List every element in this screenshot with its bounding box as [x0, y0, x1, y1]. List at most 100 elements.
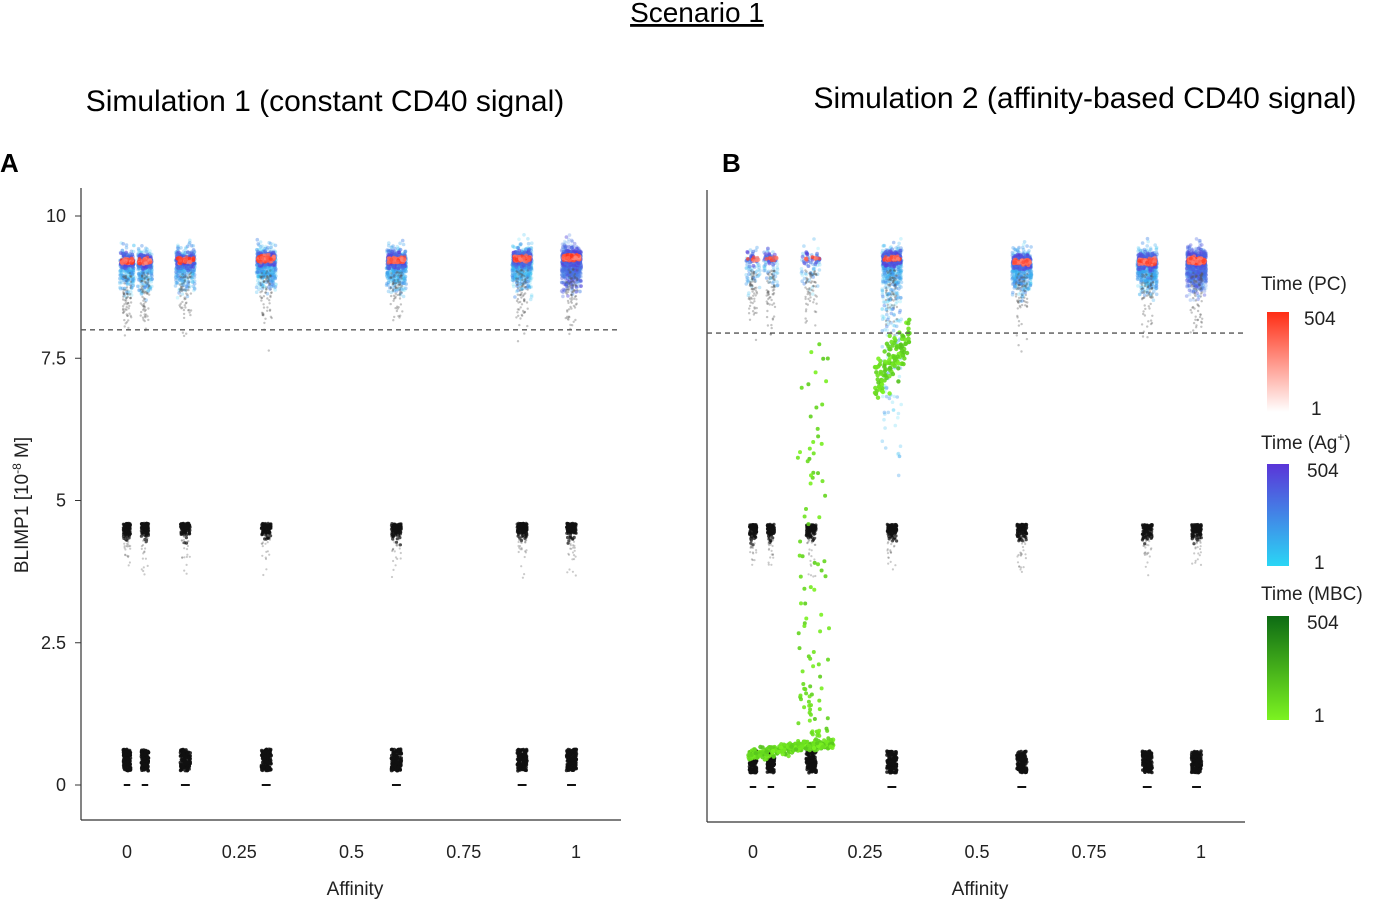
ag-cell-point — [148, 285, 152, 290]
ag-cell-point — [140, 291, 144, 295]
dead-cell-point — [268, 308, 272, 311]
dead-cell-point — [141, 295, 144, 299]
dead-cell-point — [392, 294, 396, 297]
ag-cell-point — [123, 277, 127, 281]
ag-cell-point — [119, 275, 124, 280]
ag-cell-point — [529, 293, 534, 297]
dead-cell-point — [123, 532, 127, 536]
ag-cell-point — [256, 242, 261, 246]
dead-cell-point — [390, 575, 394, 579]
ag-cell-point — [131, 268, 136, 273]
ag-cell-point — [124, 278, 129, 283]
dead-cell-point — [268, 302, 271, 305]
ag-cell-point — [271, 278, 276, 283]
ag-cell-point — [143, 283, 148, 287]
ag-cell-point — [391, 244, 395, 248]
dead-cell-point — [145, 291, 149, 294]
plasma-cell-point — [272, 254, 276, 259]
dead-cell-point — [144, 280, 147, 284]
ag-core-point — [184, 266, 189, 271]
dead-cell-point — [124, 276, 128, 280]
dead-cell-point — [399, 303, 403, 306]
dead-cell-point — [146, 315, 149, 318]
dead-cell-point — [182, 538, 185, 542]
dead-cell-point — [262, 573, 265, 577]
dead-cell-point — [264, 288, 268, 291]
dead-cell-point — [262, 280, 266, 283]
dead-cell-point — [129, 274, 132, 278]
dead-cell-point — [390, 272, 393, 275]
ag-cell-point — [131, 249, 136, 254]
ag-cell-point — [139, 274, 144, 278]
ag-cell-point — [149, 269, 154, 273]
dead-cell-point — [264, 556, 267, 559]
ag-cell-point — [147, 268, 152, 273]
ag-cell-point — [118, 281, 122, 286]
ag-cell-point — [119, 277, 124, 281]
dead-cell-point — [399, 290, 402, 294]
ag-cell-point — [511, 244, 515, 249]
ag-cell-point — [127, 268, 131, 273]
dead-cell-point — [391, 535, 395, 539]
dead-cell-point — [147, 278, 150, 282]
ag-cell-point — [138, 277, 142, 281]
ag-cell-point — [146, 289, 150, 294]
dead-cell-point — [393, 541, 396, 544]
ag-cell-point — [131, 281, 136, 285]
ag-cell-point — [128, 270, 133, 274]
dead-cell-point — [189, 309, 193, 312]
dead-cell-point — [180, 286, 183, 289]
dead-cell-point — [390, 276, 393, 279]
dead-cell-point — [122, 757, 126, 762]
dead-cell-point — [122, 292, 126, 295]
dead-cell-point — [180, 539, 184, 542]
ag-cell-point — [127, 277, 131, 282]
ag-cell-point — [129, 293, 134, 297]
ag-cell-point — [148, 275, 153, 279]
dead-cell-point — [141, 544, 145, 547]
dead-cell-point — [183, 279, 186, 282]
plasma-cell-point — [389, 257, 394, 262]
y-tick-label: 5 — [56, 491, 66, 511]
dead-cell-point — [146, 564, 149, 568]
dead-cell-point — [400, 277, 403, 280]
dead-cell-point — [129, 284, 132, 287]
ag-core-point — [122, 266, 127, 270]
panel-a: Simulation 1 (constant CD40 signal) A BL… — [0, 85, 621, 900]
dead-cell-point — [147, 318, 150, 322]
dead-cell-point — [259, 753, 264, 757]
ag-cell-point — [145, 275, 149, 279]
dead-cell-point — [392, 747, 397, 752]
ag-cell-point — [145, 281, 149, 285]
dead-cell-point — [143, 752, 147, 756]
ag-cell-point — [136, 248, 141, 252]
dead-cell-point — [129, 301, 133, 304]
dead-cell-point — [125, 303, 129, 306]
dead-cell-point — [391, 288, 395, 291]
ag-cell-point — [132, 277, 136, 281]
ag-cell-point — [129, 281, 134, 285]
dead-cell-point — [393, 279, 396, 282]
ag-cell-point — [147, 278, 151, 283]
ag-cell-point — [137, 272, 141, 277]
dead-cell-point — [396, 557, 399, 561]
ag-cell-point — [148, 249, 152, 253]
ag-cell-point — [255, 270, 259, 274]
ag-cell-point — [137, 249, 142, 254]
dead-cell-point — [144, 300, 147, 304]
dead-cell-point — [394, 292, 397, 295]
dead-cell-point — [126, 554, 129, 558]
dead-cell-point — [261, 286, 265, 289]
panel-a-xlabel: Affinity — [327, 879, 384, 900]
dead-cell-point — [126, 314, 129, 317]
ag-cell-point — [124, 243, 129, 247]
ag-cell-point — [137, 271, 141, 276]
ag-cell-point — [131, 272, 135, 276]
dead-cell-point — [397, 535, 400, 538]
scenario-title: Scenario 1 — [630, 0, 764, 28]
ag-cell-point — [131, 283, 136, 288]
ag-cell-point — [144, 249, 148, 254]
dead-cell-point — [390, 763, 395, 768]
dead-cell-point — [185, 292, 188, 295]
ag-cell-point — [187, 242, 191, 246]
